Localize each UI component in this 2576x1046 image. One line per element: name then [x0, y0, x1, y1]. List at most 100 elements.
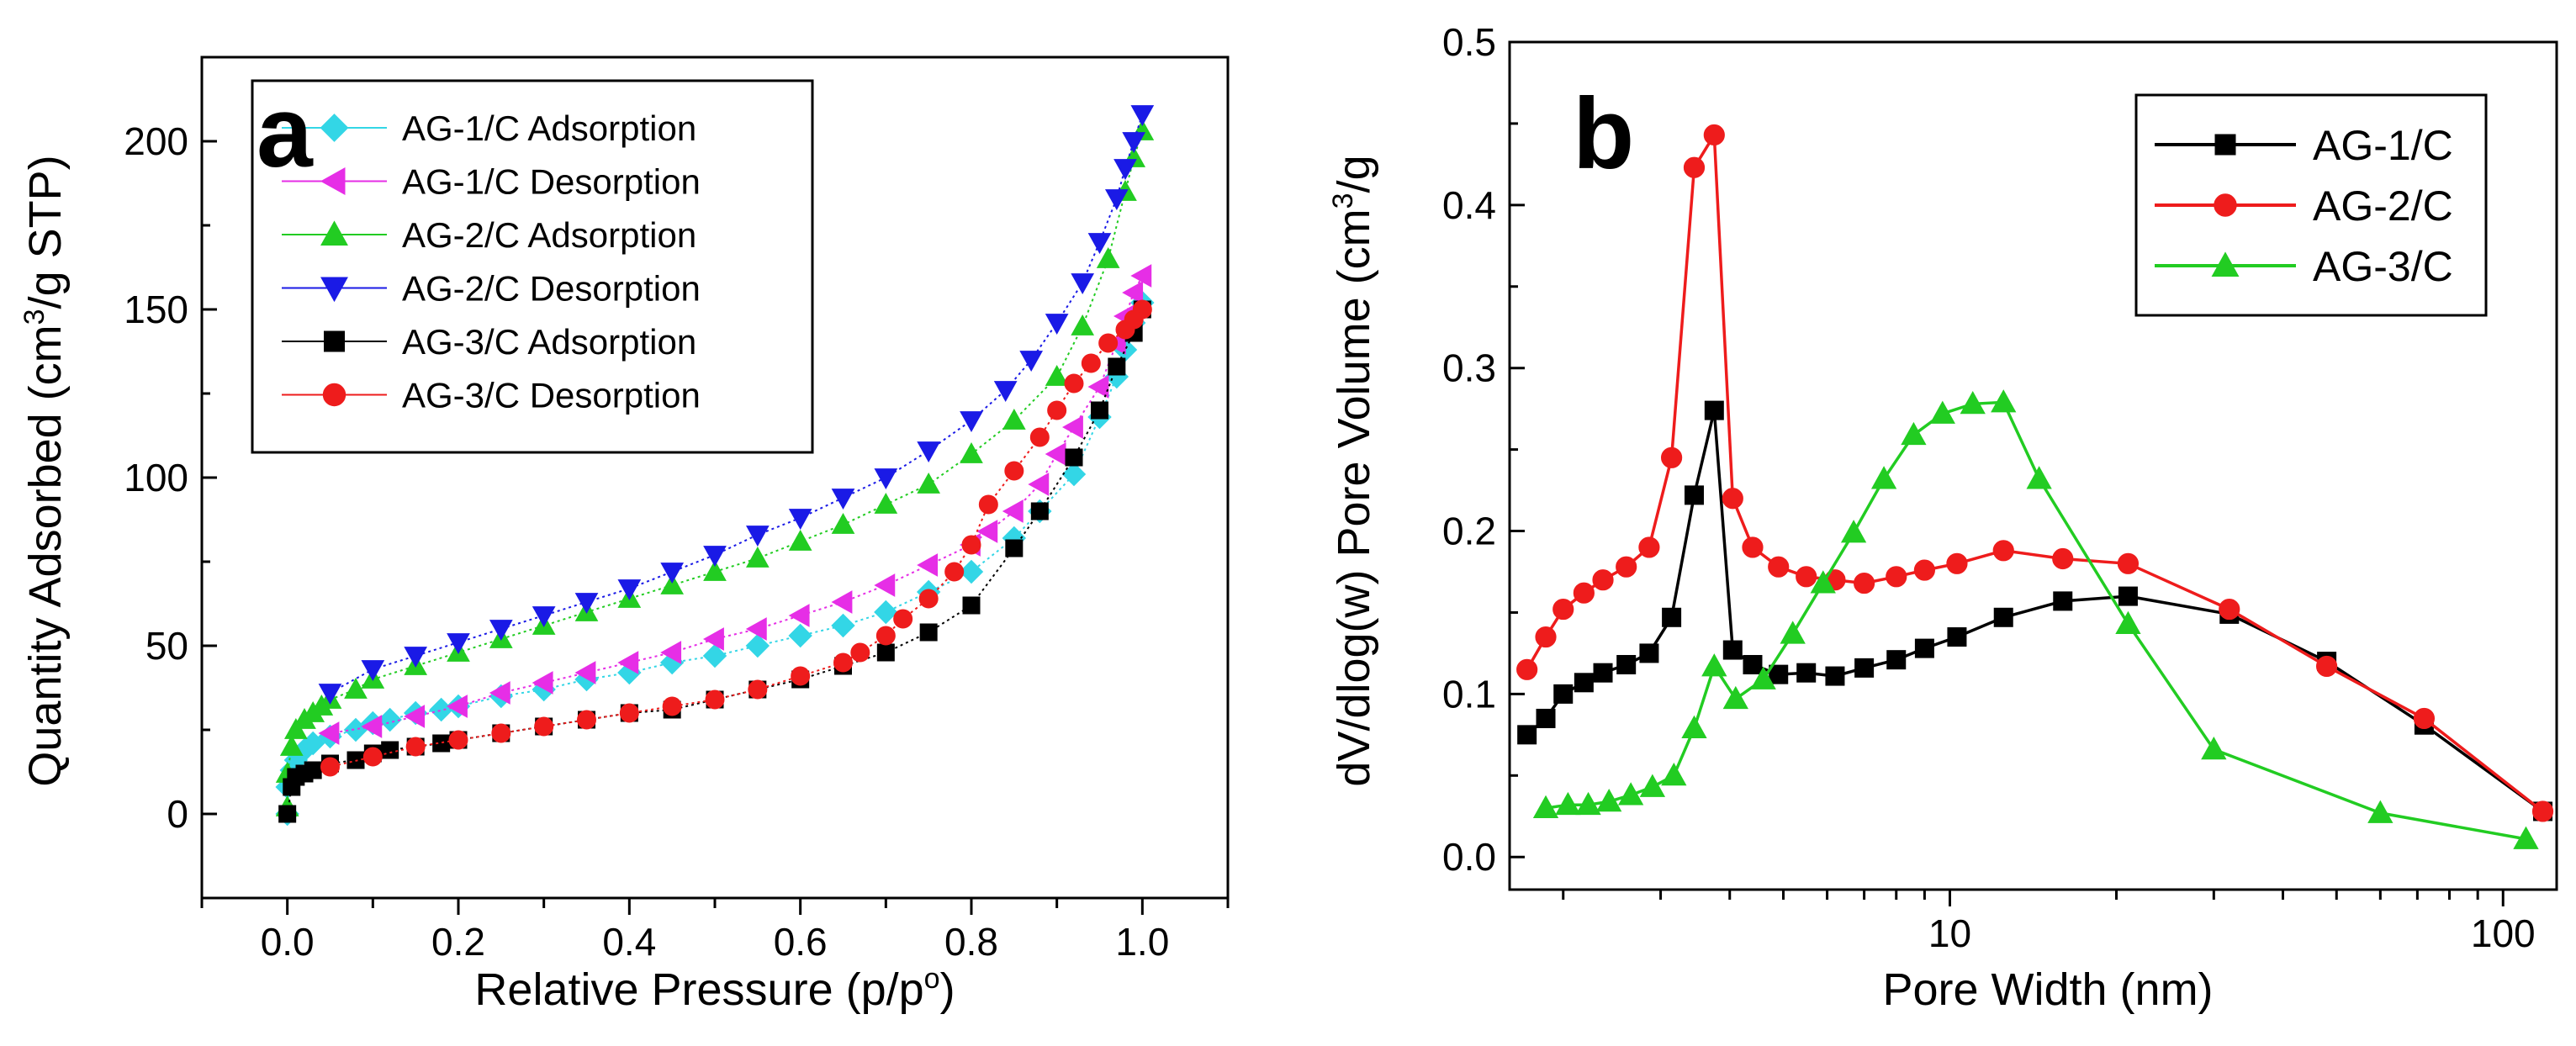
legend-item-ag-2-c-adsorption: AG-2/C Adsorption — [282, 215, 696, 255]
data-point — [993, 381, 1018, 403]
data-point — [2052, 547, 2074, 570]
data-point — [1130, 105, 1155, 127]
data-point — [1535, 626, 1557, 648]
data-point — [1796, 566, 1817, 588]
data-point — [1616, 654, 1637, 674]
y-tick-label: 0.2 — [1442, 510, 1496, 553]
data-point — [1573, 582, 1595, 604]
data-point — [318, 684, 342, 705]
data-point — [489, 620, 513, 642]
data-point — [962, 596, 981, 615]
data-point — [1593, 663, 1613, 683]
data-point — [918, 589, 939, 609]
data-point — [702, 627, 724, 651]
data-point — [429, 697, 453, 722]
data-point — [960, 441, 983, 463]
legend-label: AG-3/C — [2313, 243, 2453, 290]
x-tick-label: 0.4 — [602, 920, 656, 964]
data-point — [1081, 353, 1101, 373]
data-point — [1684, 485, 1704, 505]
data-point — [1061, 462, 1087, 487]
data-point — [1886, 650, 1907, 670]
data-point — [874, 600, 898, 625]
x-tick-label: 0.0 — [261, 920, 315, 964]
legend-label: AG-1/C — [2313, 122, 2453, 169]
data-point — [976, 520, 998, 543]
data-point — [1701, 653, 1727, 677]
data-point — [2115, 610, 2141, 634]
data-point — [874, 468, 898, 490]
data-point — [344, 677, 368, 699]
data-point — [961, 535, 981, 555]
data-point — [833, 652, 853, 673]
data-point — [1992, 540, 2014, 562]
data-point — [1104, 189, 1129, 211]
data-point — [1047, 400, 1067, 420]
data-point — [1122, 281, 1144, 304]
data-point — [2219, 598, 2240, 621]
data-point — [745, 526, 770, 547]
data-point — [1660, 446, 1683, 468]
data-point — [574, 593, 599, 615]
data-point — [1516, 658, 1538, 680]
legend-marker — [320, 220, 348, 246]
data-point — [304, 761, 322, 779]
data-point — [875, 626, 896, 646]
data-point — [850, 642, 870, 663]
legend-marker — [2214, 193, 2237, 217]
data-point — [831, 512, 855, 534]
legend-label: AG-2/C — [2313, 182, 2453, 230]
panel-b-legend: AG-1/C AG-2/C AG-3/C — [2134, 93, 2488, 317]
data-point — [617, 651, 639, 674]
panel-b-xlabel: Pore Width (nm) — [1882, 964, 2213, 1015]
data-point — [874, 492, 898, 514]
legend-label: AG-3/C Desorption — [402, 376, 701, 415]
data-point — [1087, 233, 1112, 255]
data-point — [1122, 132, 1146, 154]
data-point — [1555, 791, 1581, 816]
data-point — [1098, 333, 1119, 353]
data-point — [619, 703, 639, 723]
data-point — [448, 730, 468, 750]
data-point — [1993, 607, 2013, 627]
data-point — [318, 721, 340, 745]
y-tick-label: 0.3 — [1442, 346, 1496, 390]
data-point — [1616, 556, 1637, 578]
data-point — [1768, 556, 1790, 578]
data-point — [404, 705, 426, 728]
y-tick-label: 0.4 — [1442, 183, 1496, 227]
data-point — [917, 553, 939, 577]
data-point — [917, 472, 941, 494]
data-point — [1536, 708, 1556, 728]
series-line-ag-3-c — [1545, 400, 2526, 841]
data-point — [788, 623, 812, 648]
data-point — [2053, 591, 2073, 611]
data-point — [831, 489, 855, 510]
data-point — [1087, 375, 1109, 399]
data-point — [1743, 654, 1763, 674]
y-tick-label: 50 — [145, 624, 188, 668]
data-point — [1004, 461, 1024, 481]
data-point — [1854, 658, 1875, 678]
panel-b-ticks: 0.0 0.1 0.2 0.3 0.4 0.5 10 100 — [1442, 20, 2536, 955]
x-tick-label: 0.6 — [774, 920, 828, 964]
panel-a-xlabel: Relative Pressure (p/po) — [474, 963, 955, 1015]
data-point — [2118, 586, 2138, 606]
panel-a-letter: a — [257, 76, 314, 188]
y-tick-label: 0 — [167, 792, 188, 836]
data-point — [1617, 782, 1644, 806]
data-point — [1130, 264, 1152, 288]
panel-a-ylabel: Quantity Adsorbed (cm3/g STP) — [19, 155, 71, 786]
data-point — [1661, 762, 1687, 786]
x-tick-label: 100 — [2471, 911, 2536, 955]
data-point — [1029, 427, 1050, 447]
data-point — [1108, 357, 1126, 376]
panel-b-plot-area — [1516, 124, 2554, 849]
data-point — [2513, 826, 2539, 849]
data-point — [446, 695, 468, 718]
x-tick-label: 1.0 — [1115, 920, 1169, 964]
data-point — [1064, 373, 1084, 394]
data-point — [1929, 400, 1955, 424]
x-tick-label: 0.2 — [431, 920, 485, 964]
data-point — [705, 689, 725, 710]
